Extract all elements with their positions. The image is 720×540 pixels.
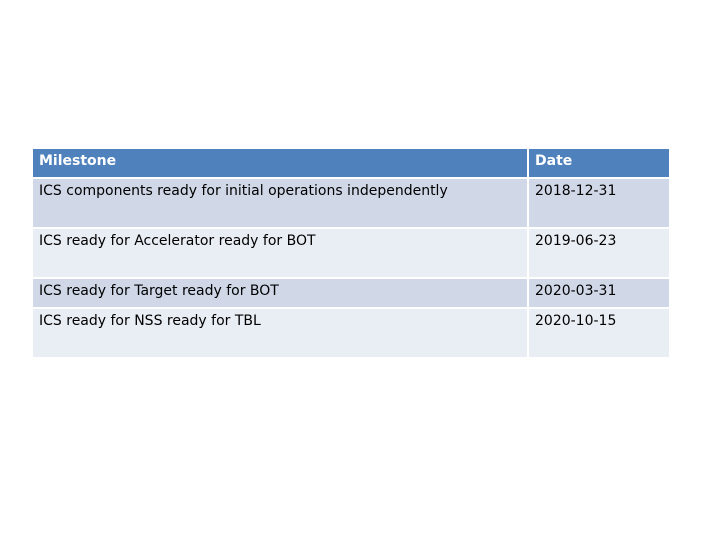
milestone-cell: ICS ready for Accelerator ready for BOT (31, 227, 529, 279)
date-cell: 2020-03-31 (527, 277, 671, 309)
date-cell: 2018-12-31 (527, 177, 671, 229)
table-row: ICS ready for NSS ready for TBL 2020-10-… (31, 307, 671, 359)
milestone-cell: ICS components ready for initial operati… (31, 177, 529, 229)
milestone-table: Milestone Date ICS components ready for … (31, 147, 671, 359)
header-cell: Date (527, 147, 671, 179)
header-row: Milestone Date (31, 147, 671, 179)
milestone-cell: ICS ready for NSS ready for TBL (31, 307, 529, 359)
date-cell: 2019-06-23 (527, 227, 671, 279)
header-cell: Milestone (31, 147, 529, 179)
milestone-cell: ICS ready for Target ready for BOT (31, 277, 529, 309)
table-row: ICS ready for Target ready for BOT 2020-… (31, 277, 671, 309)
table-row: ICS components ready for initial operati… (31, 177, 671, 229)
table-row: ICS ready for Accelerator ready for BOT … (31, 227, 671, 279)
date-cell: 2020-10-15 (527, 307, 671, 359)
